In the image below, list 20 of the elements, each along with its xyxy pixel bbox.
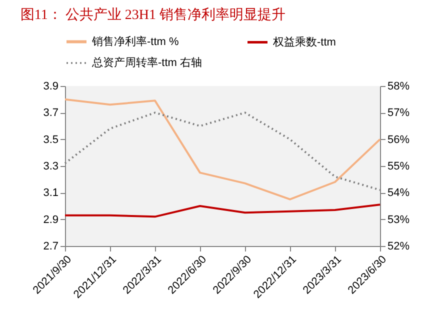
y-tick-label: 2.7 (43, 240, 58, 252)
y2-tick-label: 58% (388, 80, 410, 92)
y-tick-label: 3.7 (43, 107, 58, 120)
y2-tick-label: 52% (388, 240, 410, 252)
y-tick-label: 3.1 (43, 187, 58, 200)
chart-title: 图11： 公共产业 23H1 销售净利率明显提升 (20, 7, 286, 23)
line-series (64, 98, 381, 200)
legend-label: 权益乘数-ttm (272, 35, 336, 48)
y-tick-label: 3.5 (43, 134, 58, 146)
y2-tick-label: 55% (388, 160, 410, 172)
line-series (64, 204, 381, 218)
y-tick-label: 2.9 (43, 214, 58, 226)
y2-tick-label: 53% (388, 214, 410, 226)
y2-tick-label: 57% (388, 107, 410, 120)
y-tick-label: 3.9 (43, 80, 58, 92)
legend-label: 销售净利率-ttm % (91, 34, 179, 48)
legend-label: 总资产周转率-ttm 右轴 (91, 56, 202, 69)
y-tick-label: 3.3 (43, 160, 58, 172)
y2-tick-label: 56% (388, 134, 410, 146)
y2-tick-label: 54% (388, 187, 410, 200)
